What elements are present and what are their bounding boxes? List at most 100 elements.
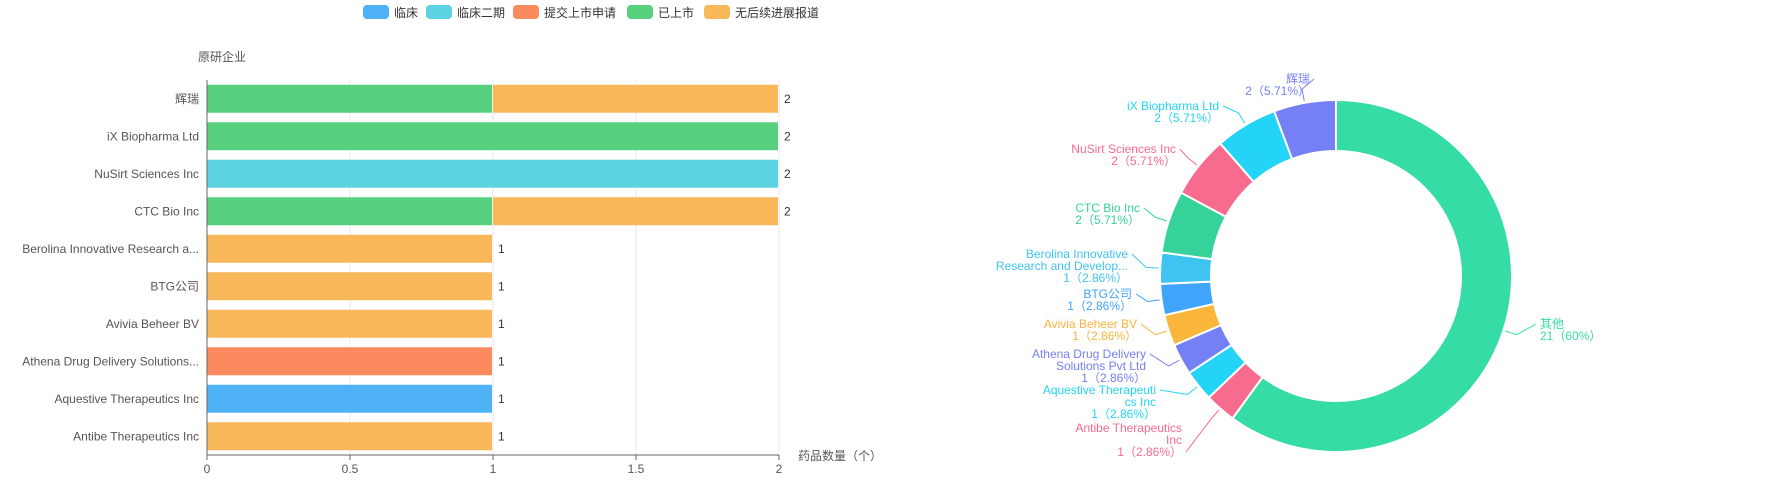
bar-segment[interactable] xyxy=(493,84,778,113)
legend-swatch xyxy=(704,5,730,19)
bar-segment[interactable] xyxy=(493,197,778,226)
bar-total-label: 2 xyxy=(784,129,791,143)
category-label: CTC Bio Inc xyxy=(134,204,199,218)
slice-label: BTG公司 1（2.86%） xyxy=(1067,287,1132,313)
legend-label: 临床 xyxy=(394,5,419,20)
slice-label-line: Athena Drug Delivery xyxy=(1032,347,1146,361)
legend-label: 临床二期 xyxy=(457,5,506,20)
bar-segment[interactable] xyxy=(207,159,778,188)
slice-label-line: 2（5.71%） xyxy=(1154,111,1219,125)
leader-line xyxy=(1140,323,1167,336)
leader-line xyxy=(1159,386,1198,395)
slice-label: 其他 21（60%） xyxy=(1540,317,1601,343)
leader-line xyxy=(1222,105,1246,124)
slice-label: iX Biopharma Ltd 2（5.71%） xyxy=(1127,99,1219,125)
legend-label: 已上市 xyxy=(658,5,695,20)
leader-line xyxy=(1135,293,1160,303)
donut-slice[interactable] xyxy=(1231,98,1513,453)
slice-label-line: CTC Bio Inc xyxy=(1075,201,1140,215)
leader-line xyxy=(1131,253,1159,269)
chart-legend: 临床 临床二期 提交上市申请 已上市 无后续进展报道 xyxy=(0,5,1774,20)
bar-total-label: 1 xyxy=(498,354,505,368)
slice-label-line: 辉瑞 xyxy=(1286,72,1310,86)
slice-label-line: 其他 xyxy=(1540,317,1564,331)
leader-line xyxy=(1143,207,1167,222)
bar-segment[interactable] xyxy=(207,309,492,338)
slice-label-line: 2（5.71%） xyxy=(1245,84,1310,98)
slice-label-line: 21（60%） xyxy=(1540,329,1601,343)
slice-label-line: 1（2.86%） xyxy=(1081,371,1146,385)
bar-total-label: 1 xyxy=(498,279,505,293)
legend-item[interactable]: 无后续进展报道 xyxy=(704,5,820,20)
slice-label-line: 2（5.71%） xyxy=(1111,154,1176,168)
bar-segment[interactable] xyxy=(207,234,492,263)
bar-segment[interactable] xyxy=(207,272,492,301)
category-label: 辉瑞 xyxy=(175,92,199,106)
slice-label-line: 1（2.86%） xyxy=(1067,299,1132,313)
leader-line xyxy=(1185,409,1220,453)
slice-label-line: iX Biopharma Ltd xyxy=(1127,99,1219,113)
legend-label: 无后续进展报道 xyxy=(735,5,820,20)
slice-label: Antibe Therapeutics Inc 1（2.86%） xyxy=(1075,421,1182,459)
legend-item[interactable]: 临床 xyxy=(363,5,419,20)
leader-line xyxy=(1505,323,1537,336)
bar-total-label: 2 xyxy=(784,204,791,218)
legend-item[interactable]: 已上市 xyxy=(627,5,695,20)
category-label: iX Biopharma Ltd xyxy=(107,129,199,143)
bar-total-label: 1 xyxy=(498,317,505,331)
slice-label-line: Berolina Innovative xyxy=(1026,247,1128,261)
leader-line xyxy=(1179,148,1198,166)
legend-swatch xyxy=(513,5,539,19)
y-axis-title: 原研企业 xyxy=(198,49,246,64)
bar-segment[interactable] xyxy=(207,347,492,376)
slice-label-line: Inc xyxy=(1166,433,1182,447)
bar-segment[interactable] xyxy=(207,122,778,151)
bar-segment[interactable] xyxy=(207,197,492,226)
x-tick-label: 0 xyxy=(204,462,211,476)
bar-total-label: 1 xyxy=(498,242,505,256)
x-tick-label: 2 xyxy=(776,462,783,476)
bar-total-label: 1 xyxy=(498,429,505,443)
slice-label: CTC Bio Inc 2（5.71%） xyxy=(1075,201,1140,227)
slice-label-line: 1（2.86%） xyxy=(1091,407,1156,421)
legend-item[interactable]: 临床二期 xyxy=(426,5,506,20)
slice-label: Aquestive Therapeuti cs Inc 1（2.86%） xyxy=(1043,383,1156,421)
category-label: NuSirt Sciences Inc xyxy=(94,167,199,181)
slice-label-line: Avivia Beheer BV xyxy=(1044,317,1137,331)
leader-line xyxy=(1149,353,1180,367)
bar-total-label: 2 xyxy=(784,167,791,181)
slice-label-line: Aquestive Therapeuti xyxy=(1043,383,1156,397)
bar-segment[interactable] xyxy=(207,84,492,113)
slice-label-line: 2（5.71%） xyxy=(1075,213,1140,227)
donut-slice[interactable] xyxy=(1272,98,1337,161)
category-label: Avivia Beheer BV xyxy=(106,317,199,331)
bar-total-label: 1 xyxy=(498,392,505,406)
leader-line xyxy=(1301,78,1315,101)
slice-label-line: Solutions Pvt Ltd xyxy=(1056,359,1146,373)
legend-item[interactable]: 提交上市申请 xyxy=(513,5,616,20)
category-label: Aquestive Therapeutics Inc xyxy=(54,392,199,406)
x-tick-label: 1.5 xyxy=(628,462,645,476)
legend-swatch xyxy=(363,5,389,19)
slice-label-line: 1（2.86%） xyxy=(1072,329,1137,343)
slice-label-line: NuSirt Sciences Inc xyxy=(1071,142,1176,156)
bar-segment[interactable] xyxy=(207,422,492,451)
slice-label-line: BTG公司 xyxy=(1083,287,1132,301)
legend-swatch xyxy=(627,5,653,19)
slice-label-line: 1（2.86%） xyxy=(1063,271,1128,285)
slice-label: NuSirt Sciences Inc 2（5.71%） xyxy=(1071,142,1176,168)
x-axis-title: 药品数量（个） xyxy=(798,448,880,463)
slice-label: Avivia Beheer BV 1（2.86%） xyxy=(1044,317,1137,343)
slice-label-line: Antibe Therapeutics xyxy=(1075,421,1182,435)
bar-segment[interactable] xyxy=(207,384,492,413)
bar-total-label: 2 xyxy=(784,92,791,106)
x-tick-label: 1 xyxy=(490,462,497,476)
category-label: Athena Drug Delivery Solutions... xyxy=(22,354,199,368)
category-label: Berolina Innovative Research a... xyxy=(22,242,199,256)
legend-swatch xyxy=(426,5,452,19)
x-tick-label: 0.5 xyxy=(342,462,359,476)
category-label: Antibe Therapeutics Inc xyxy=(73,429,199,443)
category-label: BTG公司 xyxy=(150,279,199,293)
slice-label: Athena Drug Delivery Solutions Pvt Ltd 1（2… xyxy=(1032,347,1146,385)
stacked-bar-chart: 2 辉瑞 2 iX Biopharma Ltd 2 NuSirt Sciences Inc… xyxy=(22,49,880,476)
